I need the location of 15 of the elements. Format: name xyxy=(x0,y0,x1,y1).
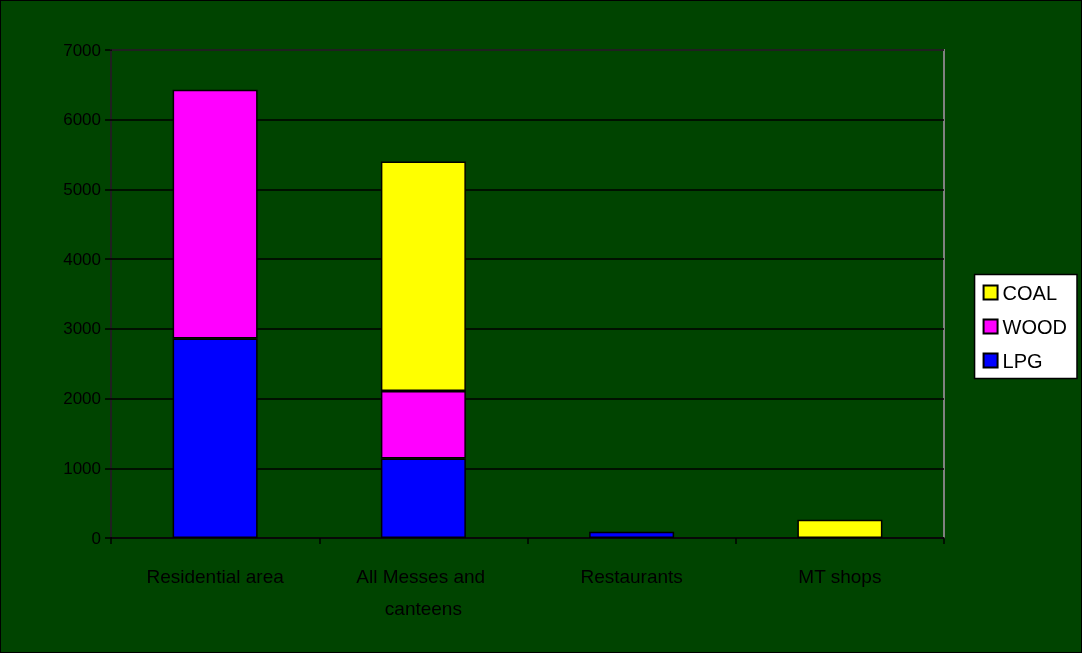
x-tick-label: All Messes and canteens xyxy=(356,565,491,619)
x-tick-label: MT shops xyxy=(798,565,882,587)
legend-label: LPG xyxy=(1002,349,1043,372)
y-tick-label: 3000 xyxy=(63,319,101,339)
y-tick-label: 7000 xyxy=(63,40,101,60)
x-tick-label: Restaurants xyxy=(580,565,683,587)
y-tick-label: 5000 xyxy=(63,179,101,199)
x-tick-label: Residential area xyxy=(146,565,285,587)
y-tick-label: 1000 xyxy=(63,458,101,478)
y-tick-label: 4000 xyxy=(63,249,101,269)
y-tick-label: 6000 xyxy=(63,110,101,130)
legend-label: COAL xyxy=(1002,281,1058,304)
legend-label: WOOD xyxy=(1002,315,1067,338)
y-tick-label: 2000 xyxy=(63,389,101,409)
y-tick-label: 0 xyxy=(91,528,101,548)
